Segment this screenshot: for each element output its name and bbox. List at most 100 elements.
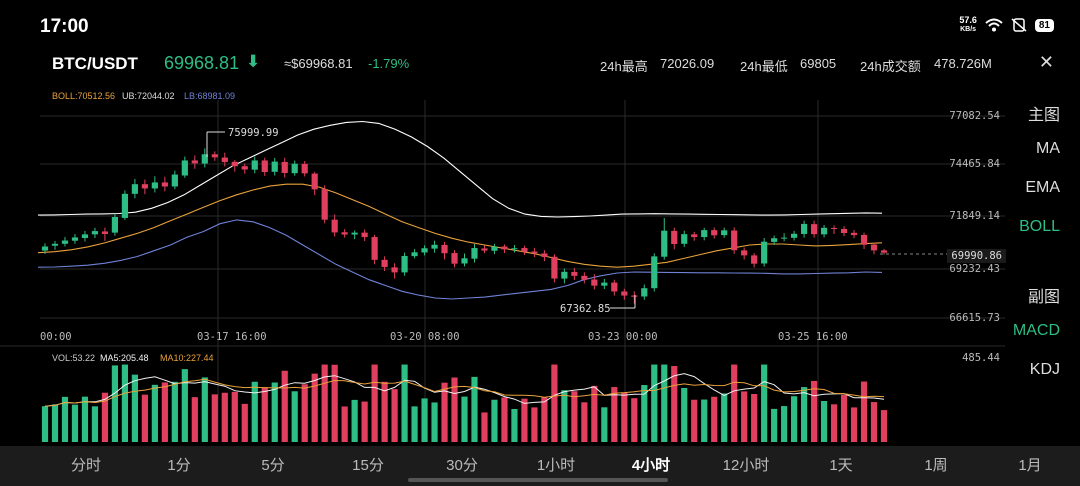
- ma-option[interactable]: MA: [1036, 140, 1060, 157]
- candle: [840, 228, 848, 234]
- candle: [731, 230, 738, 251]
- volume-bar: [271, 382, 278, 442]
- candle: [291, 163, 298, 174]
- volume-bar: [101, 392, 109, 442]
- y-label: 71849.14: [949, 210, 1000, 222]
- volume-bar: [191, 397, 198, 442]
- tab-1w[interactable]: 1周: [924, 457, 948, 474]
- candle: [681, 234, 688, 244]
- volume-bar: [521, 398, 528, 442]
- high-label: 24h最高: [600, 59, 648, 74]
- kdj-option[interactable]: KDJ: [1029, 361, 1060, 378]
- volume-bar: [441, 382, 448, 442]
- x-label: 03-23 00:00: [588, 331, 658, 343]
- volume-bar: [751, 393, 758, 442]
- volume-label: 24h成交额: [860, 59, 921, 74]
- pair-name[interactable]: BTC/USDT: [52, 54, 138, 73]
- volume-bar: [171, 381, 178, 442]
- tab-1d[interactable]: 1天: [829, 457, 853, 474]
- volume-bar: [601, 407, 608, 442]
- candle: [711, 230, 718, 236]
- candle: [701, 230, 708, 238]
- boll-lines: [37, 120, 883, 300]
- volume-bar: [351, 399, 358, 442]
- candle: [211, 154, 218, 158]
- volume-bar: [91, 406, 99, 442]
- volume-bar: [781, 406, 788, 442]
- tab-1m[interactable]: 1分: [167, 457, 191, 474]
- volume-bar: [201, 377, 208, 442]
- candle: [231, 161, 238, 167]
- volume-bar: [531, 407, 538, 442]
- volume-bar: [611, 387, 618, 442]
- candle: [521, 248, 528, 252]
- volume-value: 478.726M: [934, 56, 992, 71]
- tab-15m[interactable]: 15分: [352, 457, 384, 474]
- volume-bar: [61, 396, 69, 442]
- candle: [581, 275, 588, 280]
- volume-bar: [451, 377, 458, 442]
- candle: [41, 246, 49, 251]
- volume-bar: [830, 404, 838, 442]
- volume-bar: [431, 402, 438, 442]
- candle: [751, 255, 758, 264]
- candle: [71, 237, 79, 241]
- volume-bar: [81, 396, 89, 442]
- candle: [441, 244, 448, 254]
- x-label: 03-25 16:00: [778, 331, 848, 343]
- volume-bar: [51, 404, 59, 442]
- volume-bar: [651, 364, 658, 442]
- volume-bar: [71, 404, 79, 442]
- volume-bar: [321, 364, 328, 442]
- boll-option[interactable]: BOLL: [1019, 218, 1060, 235]
- candle: [141, 184, 148, 189]
- candle: [251, 160, 258, 170]
- candle: [631, 295, 638, 297]
- candle: [501, 246, 508, 250]
- battery-icon: 81: [1034, 18, 1054, 32]
- volume-bar: [111, 365, 119, 442]
- volume-bar: [761, 364, 768, 442]
- candle: [781, 237, 788, 239]
- ema-option[interactable]: EMA: [1025, 179, 1060, 196]
- candle: [171, 174, 178, 187]
- current-price-tag: 69990.86: [947, 249, 1006, 263]
- candle: [451, 253, 458, 264]
- candle: [651, 256, 658, 289]
- macd-option[interactable]: MACD: [1012, 322, 1060, 339]
- candle: [61, 240, 69, 244]
- tab-1h[interactable]: 1小时: [536, 457, 576, 474]
- volume-bar: [161, 382, 168, 442]
- chart-canvas[interactable]: 75999.99 67362.85: [0, 0, 1010, 446]
- candle: [691, 234, 698, 238]
- volume-bar: [800, 387, 808, 442]
- tab-4h[interactable]: 4小时: [631, 457, 671, 474]
- candle: [411, 252, 418, 257]
- high-annotation: 75999.99: [206, 127, 279, 157]
- volume-bar: [181, 369, 188, 442]
- ma5-legend: MA5:205.48: [100, 353, 149, 363]
- tab-12h[interactable]: 12小时: [722, 457, 770, 474]
- volume-bar: [701, 399, 708, 442]
- tab-time[interactable]: 分时: [70, 457, 102, 474]
- vol-ma10-line: [44, 378, 885, 407]
- candle: [431, 244, 438, 249]
- volume-bar: [211, 394, 218, 442]
- wifi-icon: [985, 18, 1003, 32]
- volume-bar: [311, 373, 318, 442]
- volume-bar: [481, 412, 488, 442]
- volume-bar: [571, 391, 578, 442]
- boll-lower-line: [37, 219, 883, 300]
- low-annotation: 67362.85: [560, 295, 636, 315]
- tab-5m[interactable]: 5分: [261, 457, 285, 474]
- candle: [621, 291, 628, 296]
- close-icon[interactable]: ✕: [1038, 52, 1054, 72]
- volume-bar: [411, 406, 418, 442]
- candle: [131, 184, 138, 194]
- candle: [311, 173, 318, 190]
- volume-bar: [341, 406, 348, 442]
- tab-30m[interactable]: 30分: [446, 457, 478, 474]
- tab-1mo[interactable]: 1月: [1018, 457, 1042, 474]
- candle: [601, 282, 608, 286]
- candle: [381, 259, 388, 267]
